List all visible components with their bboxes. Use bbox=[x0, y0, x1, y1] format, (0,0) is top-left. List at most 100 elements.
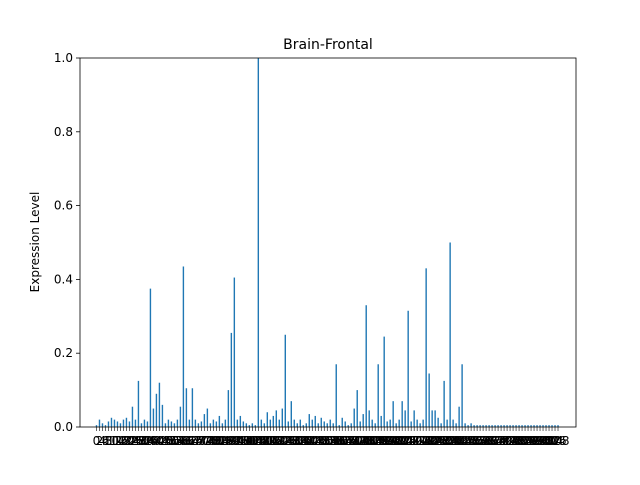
bar bbox=[365, 305, 367, 427]
bar bbox=[419, 423, 421, 427]
bar bbox=[449, 242, 451, 427]
x-tick-label: 40 bbox=[149, 434, 164, 448]
bar bbox=[284, 334, 286, 427]
y-axis-label: Expression Level bbox=[28, 192, 42, 293]
x-tick-label: 278 bbox=[502, 434, 525, 448]
bar bbox=[503, 425, 505, 427]
bar bbox=[167, 419, 170, 427]
bar bbox=[239, 415, 242, 427]
bar bbox=[335, 364, 337, 427]
bar bbox=[296, 423, 298, 427]
x-tick-label: 158 bbox=[322, 434, 345, 448]
bar bbox=[539, 425, 541, 427]
bar bbox=[173, 423, 176, 427]
x-tick-label: 182 bbox=[358, 434, 381, 448]
bar bbox=[380, 415, 382, 427]
bar bbox=[527, 425, 529, 427]
bar bbox=[476, 425, 478, 427]
bar bbox=[371, 419, 373, 427]
x-tick-label: 298 bbox=[532, 434, 555, 448]
x-tick-label: 124 bbox=[271, 434, 294, 448]
x-tick-label: 292 bbox=[523, 434, 546, 448]
bar bbox=[464, 423, 466, 427]
x-tick-label: 64 bbox=[185, 434, 200, 448]
bar bbox=[395, 423, 397, 427]
bar bbox=[488, 425, 490, 427]
x-tick-label: 264 bbox=[481, 434, 504, 448]
bar bbox=[227, 390, 230, 427]
x-tick-label: 226 bbox=[424, 434, 447, 448]
bar bbox=[122, 419, 125, 427]
bar bbox=[461, 364, 463, 427]
bar bbox=[338, 425, 340, 427]
x-tick-label: 36 bbox=[143, 434, 158, 448]
x-tick-label: 32 bbox=[137, 434, 152, 448]
x-tick-label: 0 bbox=[93, 434, 101, 448]
x-tick-label: 80 bbox=[209, 434, 224, 448]
x-tick-label: 96 bbox=[233, 434, 248, 448]
x-tick-label: 54 bbox=[170, 434, 185, 448]
bar bbox=[377, 364, 379, 427]
bar bbox=[473, 425, 475, 427]
x-tick-label: 66 bbox=[188, 434, 203, 448]
bar bbox=[263, 423, 266, 427]
x-tick-label: 306 bbox=[544, 434, 567, 448]
x-tick-label: 166 bbox=[334, 434, 357, 448]
bar bbox=[281, 408, 283, 427]
x-tick-label: 228 bbox=[427, 434, 450, 448]
bar bbox=[143, 419, 146, 427]
bar bbox=[368, 410, 370, 427]
x-tick-label: 44 bbox=[155, 434, 170, 448]
x-tick-label: 172 bbox=[343, 434, 366, 448]
bar bbox=[137, 380, 140, 428]
x-tick-label: 138 bbox=[292, 434, 315, 448]
bar bbox=[311, 419, 313, 427]
bar bbox=[455, 423, 457, 427]
x-tick-label: 56 bbox=[173, 434, 188, 448]
x-tick-label: 164 bbox=[331, 434, 354, 448]
bar bbox=[257, 58, 260, 427]
bar bbox=[437, 417, 439, 427]
x-tick-label: 88 bbox=[221, 434, 236, 448]
bar bbox=[548, 425, 550, 427]
bar bbox=[452, 419, 454, 427]
bar bbox=[446, 419, 448, 427]
bar bbox=[221, 423, 224, 427]
bar bbox=[392, 401, 394, 427]
bar bbox=[383, 336, 385, 427]
bar bbox=[155, 393, 158, 427]
bar bbox=[542, 425, 544, 427]
x-tick-label: 58 bbox=[176, 434, 191, 448]
bar bbox=[329, 419, 331, 427]
x-tick-label: 206 bbox=[394, 434, 417, 448]
y-tick-label: 1.0 bbox=[54, 51, 73, 65]
x-tick-label: 78 bbox=[206, 434, 221, 448]
x-tick-label: 148 bbox=[307, 434, 330, 448]
x-tick-label: 202 bbox=[388, 434, 411, 448]
bar bbox=[521, 425, 523, 427]
bar bbox=[269, 419, 272, 427]
bar bbox=[248, 425, 251, 427]
bar bbox=[188, 419, 191, 427]
bar bbox=[302, 425, 304, 427]
x-tick-label: 194 bbox=[376, 434, 399, 448]
bar bbox=[356, 390, 358, 427]
bar bbox=[425, 268, 427, 427]
bar bbox=[317, 423, 319, 427]
x-tick-label: 236 bbox=[439, 434, 462, 448]
bar bbox=[386, 421, 388, 427]
x-tick-label: 176 bbox=[349, 434, 372, 448]
y-tick-label: 0.0 bbox=[54, 420, 73, 434]
bar bbox=[164, 423, 167, 427]
bar-series bbox=[95, 58, 559, 428]
bar bbox=[203, 414, 206, 427]
x-tick-label: 280 bbox=[505, 434, 528, 448]
bar bbox=[176, 419, 179, 427]
x-tick-label: 168 bbox=[337, 434, 360, 448]
x-tick-label: 224 bbox=[421, 434, 444, 448]
x-tick-label: 74 bbox=[200, 434, 215, 448]
x-tick-label: 262 bbox=[478, 434, 501, 448]
x-tick-label: 4 bbox=[99, 434, 107, 448]
x-tick-label: 220 bbox=[415, 434, 438, 448]
x-tick-label: 160 bbox=[325, 434, 348, 448]
